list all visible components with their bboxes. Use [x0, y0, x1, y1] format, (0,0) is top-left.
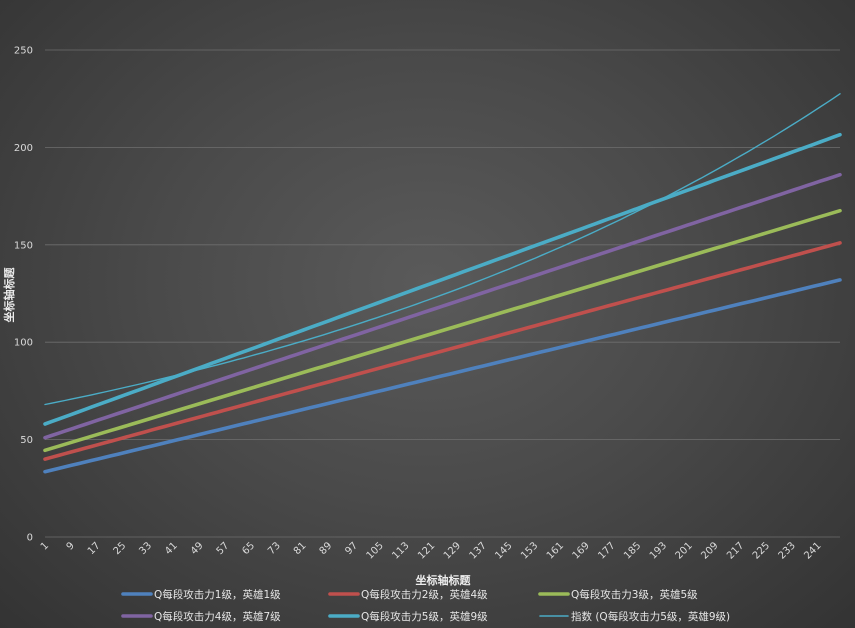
x-tick-label: 137 — [468, 540, 489, 561]
legend-label: Q每段攻击力4级，英雄7级 — [154, 610, 281, 623]
x-tick-label: 105 — [365, 540, 386, 561]
x-tick-label: 1 — [39, 540, 51, 552]
legend-item: Q每段攻击力5级，英雄9级 — [328, 610, 488, 623]
x-tick-label: 41 — [163, 540, 180, 557]
legend-label: Q每段攻击力3级，英雄5级 — [571, 588, 698, 601]
x-tick-label: 121 — [416, 540, 437, 561]
x-tick-label: 241 — [802, 540, 823, 561]
x-tick-label: 129 — [442, 540, 463, 561]
y-tick-label: 200 — [14, 143, 33, 154]
series-line-3 — [43, 208, 842, 453]
x-tick-label: 169 — [571, 540, 592, 561]
x-tick-label: 193 — [648, 540, 669, 561]
y-tick-label: 100 — [14, 338, 33, 349]
legend-item: 指数 (Q每段攻击力5级，英雄9级) — [539, 610, 730, 623]
x-tick-label: 17 — [86, 540, 103, 557]
x-tick-label: 33 — [137, 540, 154, 557]
x-axis-title: 坐标轴标题 — [416, 573, 472, 587]
x-tick-label: 145 — [493, 540, 514, 561]
series-line-2 — [43, 241, 842, 461]
x-tick-label: 233 — [777, 540, 798, 561]
y-tick-label: 150 — [14, 240, 33, 251]
legend-item: Q每段攻击力1级，英雄1级 — [121, 588, 281, 601]
x-tick-label: 161 — [545, 540, 566, 561]
x-tick-label: 225 — [751, 540, 772, 561]
x-tick-label: 177 — [596, 540, 617, 561]
y-axis-ticks: 0 50 100 150 200 250 — [14, 46, 33, 544]
x-tick-label: 201 — [674, 540, 695, 561]
x-tick-label: 9 — [65, 540, 77, 552]
y-tick-label: 250 — [14, 46, 33, 57]
x-tick-label: 81 — [292, 540, 309, 557]
x-tick-label: 209 — [699, 540, 720, 561]
x-tick-label: 89 — [318, 540, 335, 557]
series-line-1 — [43, 278, 842, 474]
legend-label: Q每段攻击力2级，英雄4级 — [361, 588, 488, 601]
x-tick-label: 217 — [725, 540, 746, 561]
legend-item: Q每段攻击力2级，英雄4级 — [328, 588, 488, 601]
legend-label: 指数 (Q每段攻击力5级，英雄9级) — [571, 610, 730, 623]
series-line-4 — [43, 172, 842, 440]
series-line-6 — [44, 93, 841, 406]
series-line-5 — [43, 132, 842, 426]
legend-item: Q每段攻击力4级，英雄7级 — [121, 610, 281, 623]
x-tick-label: 65 — [240, 540, 257, 557]
series-lines — [43, 93, 842, 474]
legend: Q每段攻击力1级，英雄1级 Q每段攻击力2级，英雄4级 Q每段攻击力3级，英雄5级 Q… — [121, 588, 730, 623]
y-tick-label: 0 — [27, 533, 33, 544]
legend-label: Q每段攻击力1级，英雄1级 — [154, 588, 281, 601]
gridlines — [45, 49, 840, 538]
y-tick-label: 50 — [20, 435, 33, 446]
x-tick-label: 25 — [112, 540, 129, 557]
x-tick-label: 97 — [343, 540, 360, 557]
x-tick-label: 153 — [519, 540, 540, 561]
x-tick-label: 57 — [215, 540, 232, 557]
x-tick-label: 49 — [189, 540, 206, 557]
y-axis-title: 坐标轴标题 — [2, 267, 16, 323]
x-tick-label: 185 — [622, 540, 643, 561]
legend-item: Q每段攻击力3级，英雄5级 — [538, 588, 698, 601]
x-tick-label: 113 — [390, 540, 411, 561]
x-tick-label: 73 — [266, 540, 283, 557]
x-axis-ticks: 1 9 17 25 33 41 49 57 65 73 81 89 97 105 113 121 129 137 1… — [39, 540, 824, 561]
legend-label: Q每段攻击力5级，英雄9级 — [361, 610, 488, 623]
